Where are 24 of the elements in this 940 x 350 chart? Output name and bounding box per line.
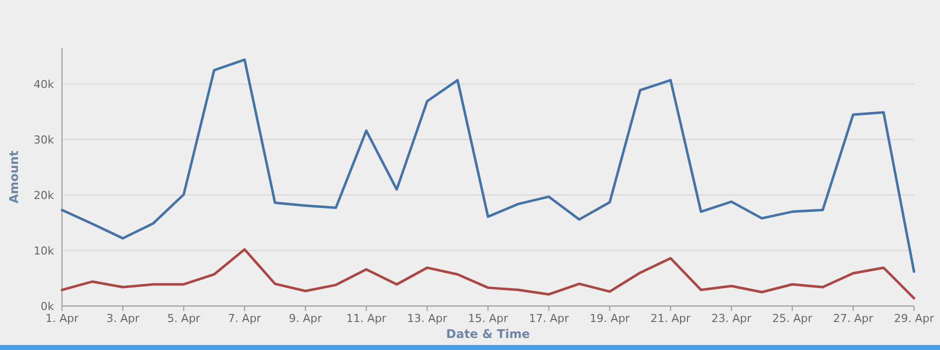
line-series [60,248,916,300]
y-tick-label: 10k [34,244,55,258]
x-tick-label: 21. Apr [650,312,692,325]
x-tick-label: 5. Apr [167,312,201,325]
x-tick-label: 3. Apr [106,312,140,325]
x-tick-label: 27. Apr [833,312,874,325]
x-tick-label: 9. Apr [288,312,322,325]
y-tick-label: 0k [40,300,55,313]
x-tick-label: 25. Apr [772,312,813,325]
y-tick-label: 30k [34,133,55,146]
x-tick-label: 13. Apr [407,312,448,325]
x-tick-label: 11. Apr [346,312,387,325]
x-axis-title: Date & Time [446,327,530,341]
x-tick-label: 7. Apr [228,312,262,325]
x-tick-label: 29. Apr [894,312,934,325]
y-axis-title: Amount [7,150,21,204]
line-series [60,58,916,273]
x-tick-label: 23. Apr [711,312,752,325]
y-tick-label: 20k [34,188,55,202]
x-tick-label: 15. Apr [468,312,508,325]
y-tick-label: 40k [34,78,55,91]
x-tick-label: 17. Apr [528,312,570,325]
x-tick-label: 19. Apr [590,312,630,325]
x-tick-label: 1. Apr [45,312,79,325]
